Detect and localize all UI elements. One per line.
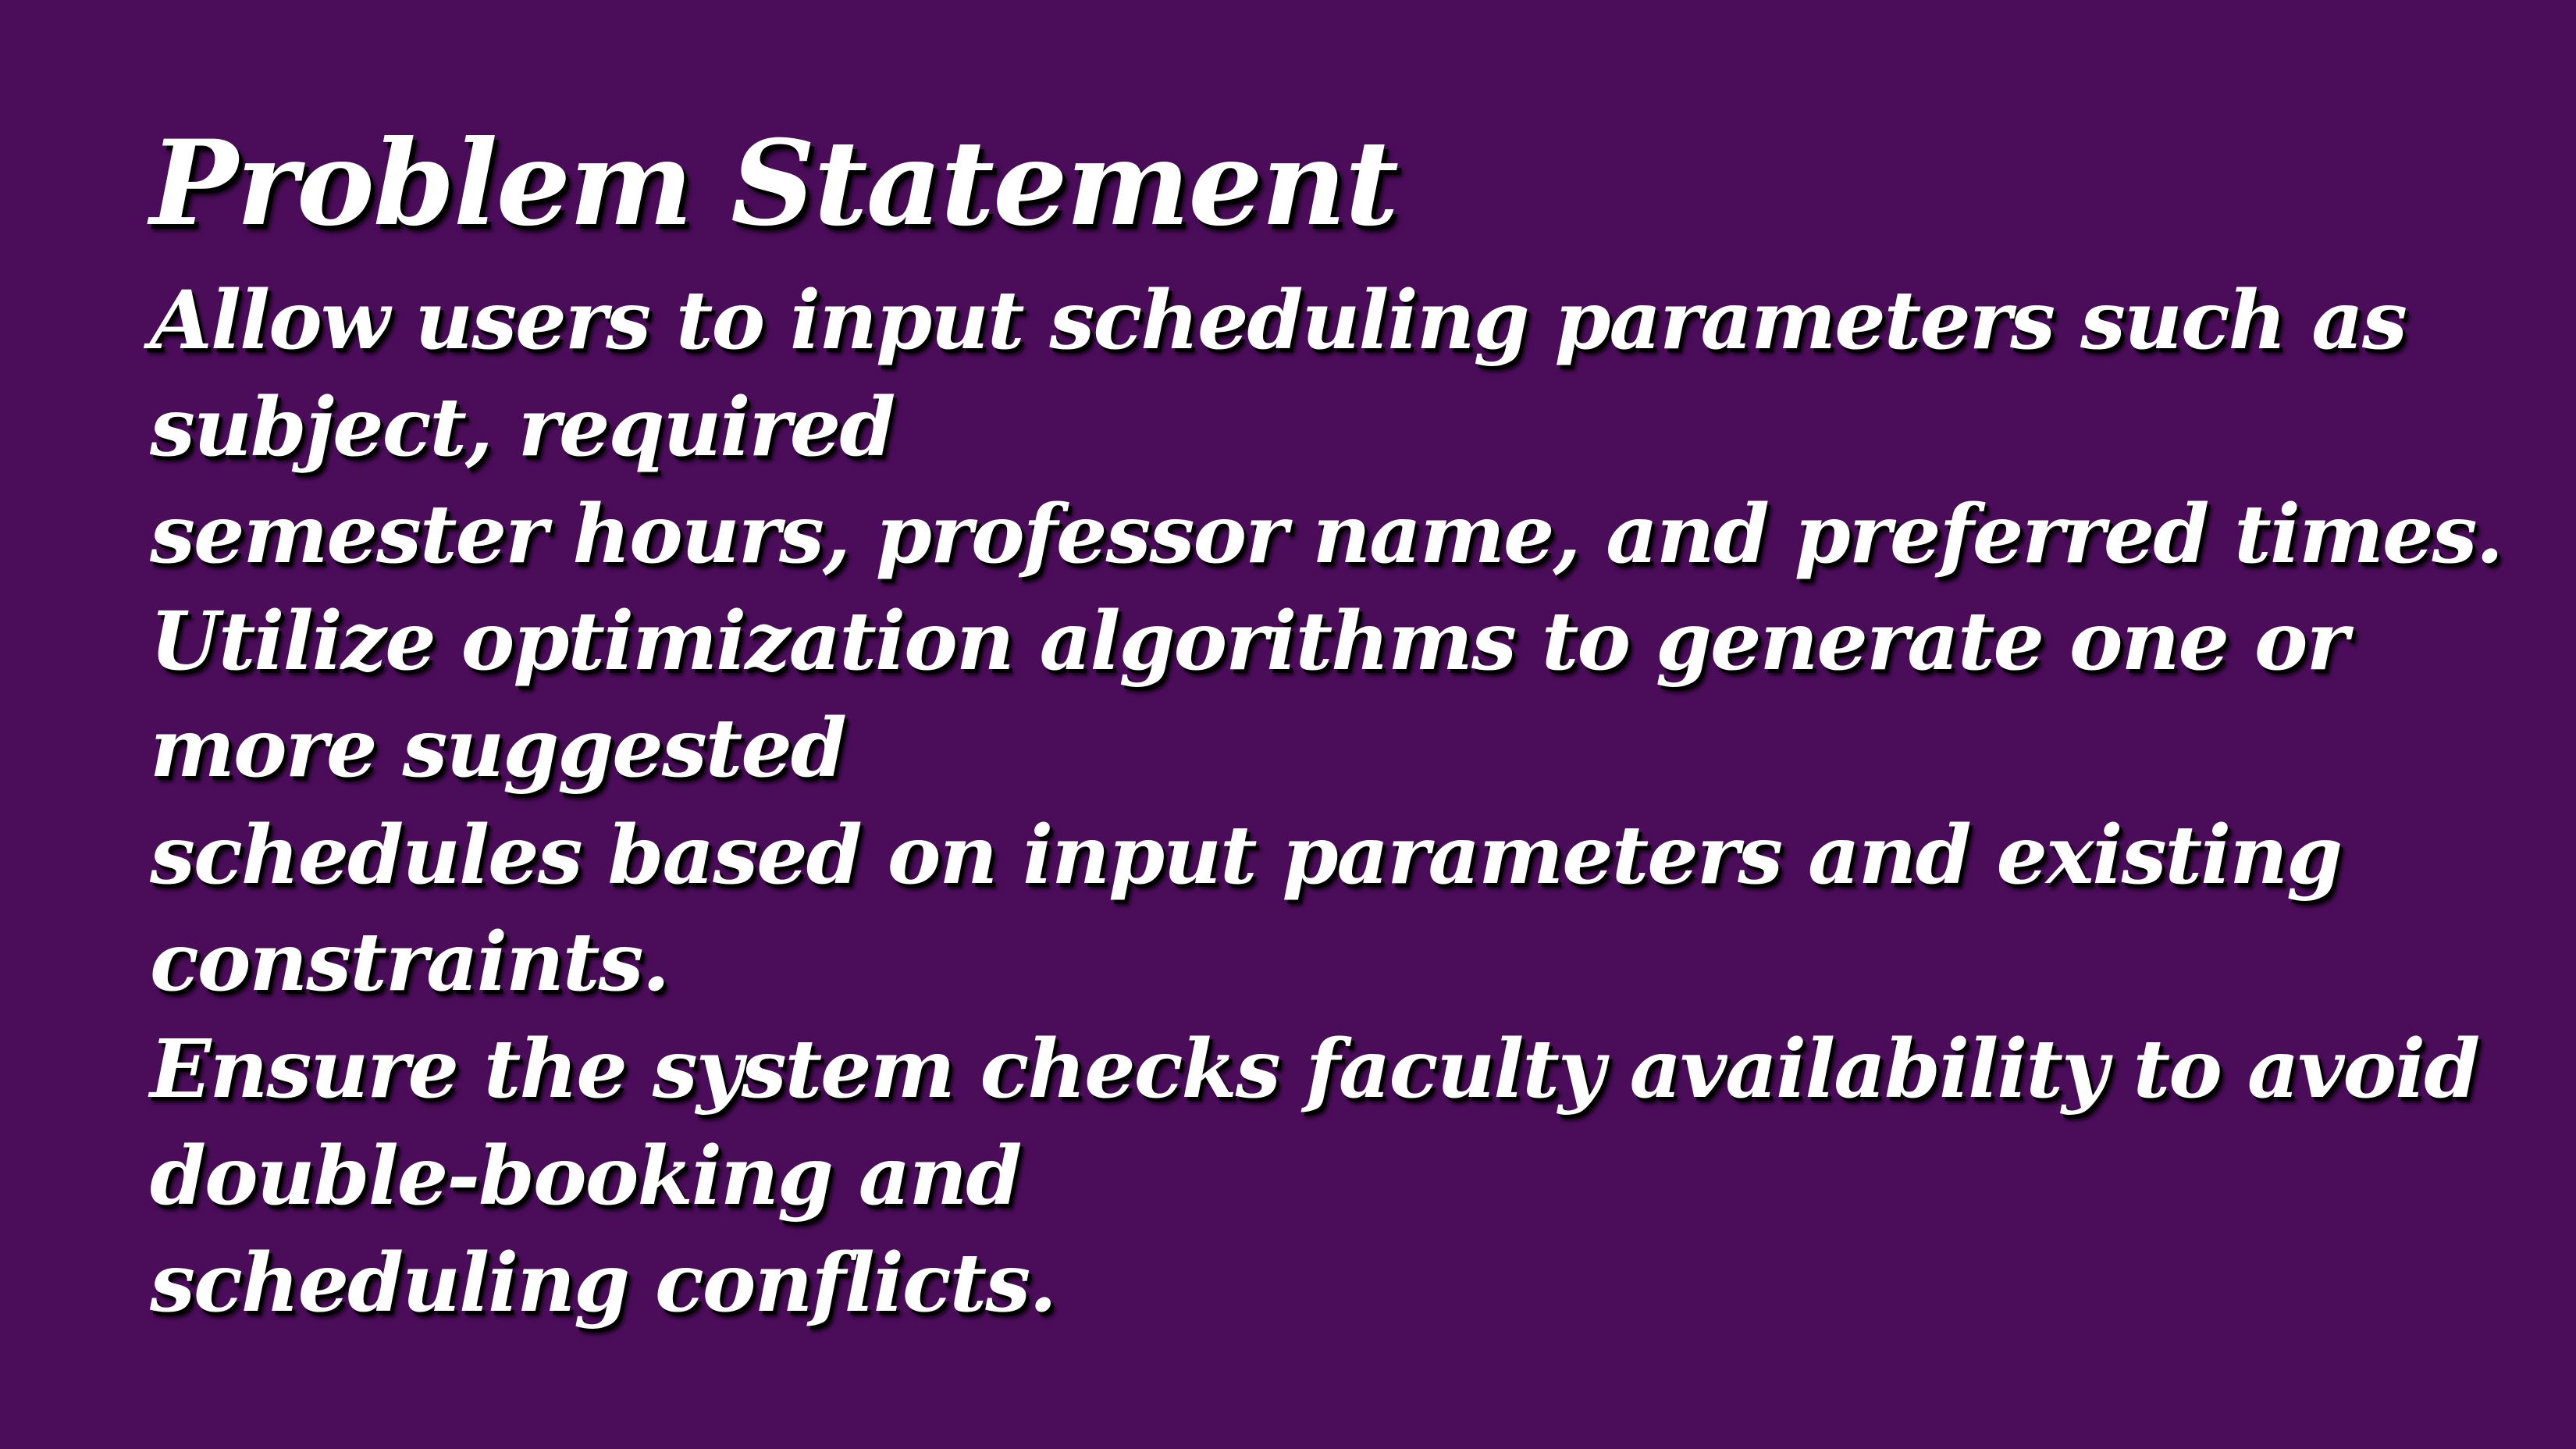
body-line: constraints. — [150, 915, 670, 1009]
body-line: Utilize optimization algorithms to gener… — [150, 594, 2349, 689]
body-line: double-booking and — [150, 1129, 1022, 1223]
body-line: subject, required — [150, 380, 895, 475]
slide-body: Allow users to input scheduling paramete… — [150, 267, 2539, 1337]
body-line: more suggested — [150, 701, 847, 796]
body-line: Ensure the system checks faculty availab… — [150, 1022, 2480, 1116]
body-line: Allow users to input scheduling paramete… — [150, 273, 2407, 368]
body-line: schedules based on input parameters and … — [150, 808, 2343, 903]
body-line: scheduling conflicts. — [150, 1236, 1057, 1330]
body-line: semester hours, professor name, and pref… — [150, 487, 2503, 582]
slide-title: Problem Statement — [150, 115, 1399, 252]
